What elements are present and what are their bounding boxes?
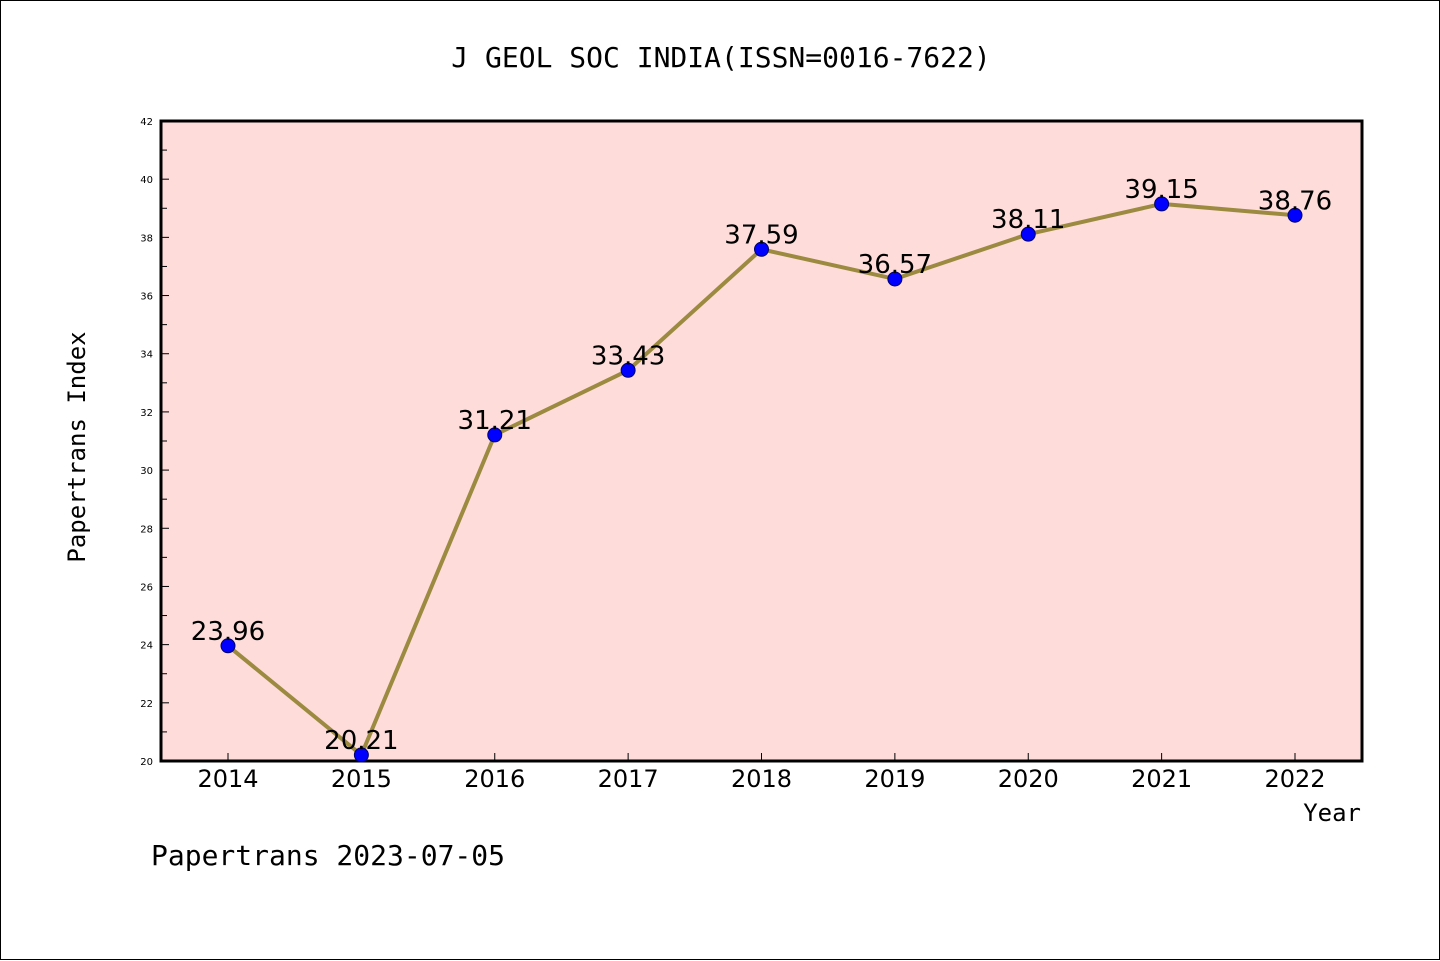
- y-tick-label: 38: [140, 233, 153, 244]
- data-point-2014: [220, 638, 236, 654]
- data-point-2015: [353, 747, 369, 763]
- chart-title: J GEOL SOC INDIA(ISSN=0016-7622): [451, 41, 990, 74]
- y-axis: 20 22 24 26 28 30 32 34 36 38 40 42: [140, 117, 169, 768]
- x-tick-label: 2016: [464, 765, 525, 793]
- y-tick-label: 36: [140, 292, 153, 303]
- y-tick-label: 34: [140, 350, 153, 361]
- y-tick-label: 30: [140, 466, 153, 477]
- data-point-2016: [487, 427, 503, 443]
- data-label-2014: 23.96: [191, 617, 265, 647]
- data-label-2021: 39.15: [1124, 175, 1198, 205]
- y-axis-label: Papertrans Index: [63, 331, 91, 562]
- x-tick-label: 2018: [731, 765, 792, 793]
- data-label-2016: 31.21: [458, 406, 532, 436]
- x-tick-label: 2017: [598, 765, 659, 793]
- data-label-2017: 33.43: [591, 341, 665, 371]
- data-point-2020: [1020, 226, 1036, 242]
- x-tick-label: 2020: [998, 765, 1059, 793]
- data-label-2022: 38.76: [1258, 186, 1332, 216]
- data-point-2019: [887, 271, 903, 287]
- x-tick-label: 2021: [1131, 765, 1192, 793]
- x-axis-label: Year: [1303, 799, 1361, 827]
- data-label-2020: 38.11: [991, 205, 1065, 235]
- data-label-2019: 36.57: [858, 250, 932, 280]
- y-tick-label: 28: [140, 524, 153, 535]
- y-tick-label: 20: [140, 757, 153, 768]
- x-tick-label: 2014: [197, 765, 258, 793]
- data-point-2021: [1154, 196, 1170, 212]
- y-tick-label: 32: [140, 408, 153, 419]
- data-point-2017: [620, 362, 636, 378]
- footer-source-date: Papertrans 2023-07-05: [151, 839, 505, 872]
- y-tick-label: 26: [140, 582, 153, 593]
- series-layer: 23.96 20.21 31.21 33.43 37.59 36.57 38.11 39.15…: [191, 175, 1332, 763]
- y-tick-label: 22: [140, 699, 153, 710]
- y-tick-label: 42: [140, 117, 153, 128]
- x-tick-label: 2022: [1264, 765, 1325, 793]
- y-tick-label: 24: [140, 641, 153, 652]
- data-label-2015: 20.21: [324, 726, 398, 756]
- plot-area: [159, 119, 1364, 763]
- data-point-2022: [1287, 207, 1303, 223]
- data-label-2018: 37.59: [724, 220, 798, 250]
- x-tick-label: 2019: [864, 765, 925, 793]
- x-tick-label: 2015: [331, 765, 392, 793]
- data-point-2018: [754, 241, 769, 257]
- x-axis: 2014 2015 2016 2017 2018 2019 2020 2021 2022: [197, 753, 1326, 793]
- y-tick-label: 40: [140, 175, 153, 186]
